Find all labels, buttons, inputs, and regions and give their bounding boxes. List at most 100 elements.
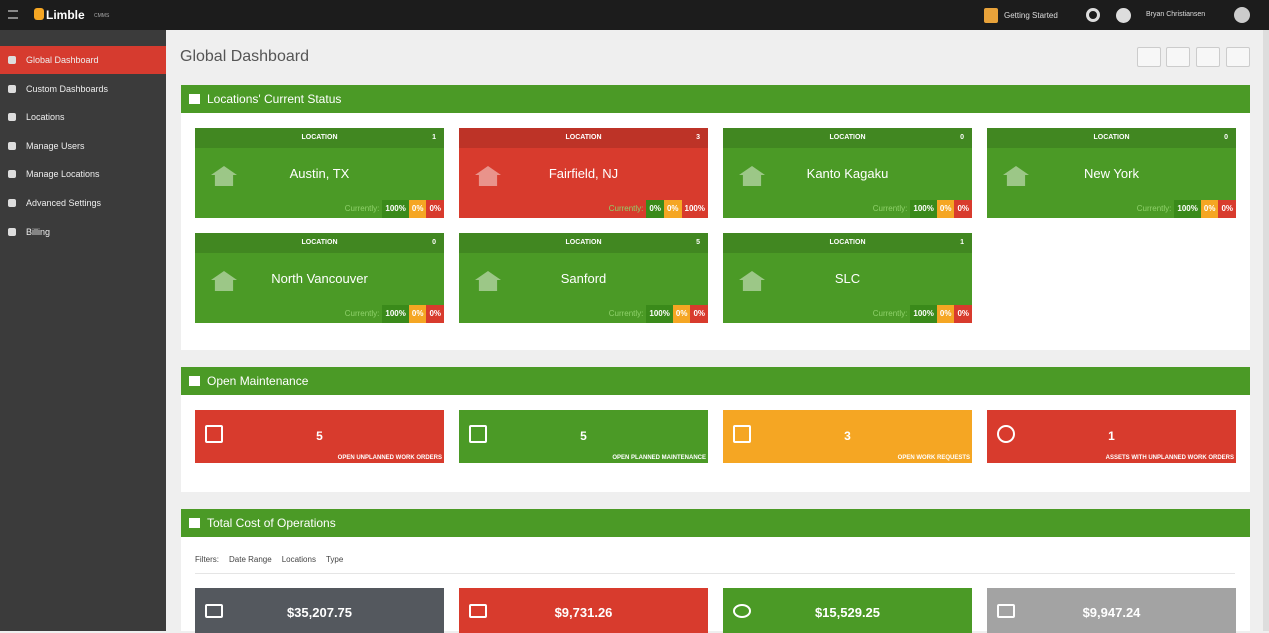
maintenance-tile[interactable]: 1 ASSETS WITH UNPLANNED WORK ORDERS [987,410,1236,463]
maintenance-tile[interactable]: 3 OPEN WORK REQUESTS [723,410,972,463]
cost-tile[interactable]: $9,947.24 [987,588,1236,633]
status-percent: 100% [646,305,673,323]
calendar-button[interactable] [1137,47,1161,67]
divider [195,573,1235,574]
card-footer: Currently: 100% 0% 0% [609,305,708,323]
sidebar-label: Locations [26,112,65,123]
section-header: Open Maintenance [181,367,1250,395]
filter-dropdown[interactable]: Date Range [229,555,272,564]
status-percent: 0% [1218,200,1236,218]
sidebar-label: Custom Dashboards [26,83,109,94]
cloud-button[interactable] [1226,47,1250,67]
status-percent: 0% [408,305,427,323]
location-card[interactable]: LOCATION 0 New York Currently: 100% 0% 0% [987,128,1236,218]
status-percent: 100% [382,305,409,323]
status-percent: 100% [681,200,708,218]
card-header-label: LOCATION [829,239,866,246]
card-count: 3 [696,134,700,141]
sidebar-icon [8,141,16,150]
filter-dropdown[interactable]: Locations [281,555,316,564]
sidebar-label: Manage Locations [26,169,100,180]
section-title: Total Cost of Operations [207,516,336,530]
house-icon [475,166,501,186]
currently-label: Currently: [344,309,380,318]
location-card[interactable]: LOCATION 0 North Vancouver Currently: 100% 0%… [195,233,444,323]
currently-label: Currently: [872,204,908,213]
card-count: 0 [1224,134,1228,141]
currently-label: Currently: [872,309,908,318]
status-percent: 0% [936,305,955,323]
help-icon[interactable] [1116,8,1131,23]
location-card[interactable]: LOCATION 1 SLC Currently: 100% 0% 0% [723,233,972,323]
sidebar-icon [8,113,16,122]
card-header: LOCATION 3 [459,128,708,148]
section-header: Locations' Current Status [181,85,1250,113]
sidebar-item[interactable]: Global Dashboard [0,46,166,74]
location-card[interactable]: LOCATION 0 Kanto Kagaku Currently: 100% 0% 0% [723,128,972,218]
card-count: 0 [960,134,964,141]
tile-label: ASSETS WITH UNPLANNED WORK ORDERS [1105,455,1234,461]
location-name: SLC [834,271,861,286]
house-icon [739,166,765,186]
user-name[interactable]: Bryan Christiansen [1146,11,1206,18]
status-percent: 0% [426,200,444,218]
cost-value: $9,731.26 [554,605,613,620]
tile-label: OPEN PLANNED MAINTENANCE [612,455,706,461]
brand-sub: CMMS [94,13,110,19]
sidebar-label: Manage Users [26,140,85,151]
house-icon [211,271,237,291]
card-footer: Currently: 100% 0% 0% [873,200,972,218]
filter-dropdown[interactable]: Type [325,555,344,564]
menu-toggle[interactable] [8,10,18,19]
tile-value: 5 [316,429,323,443]
card-footer: Currently: 0% 0% 100% [609,200,708,218]
section-icon [189,376,200,386]
sidebar-label: Global Dashboard [26,55,99,65]
tile-icon [205,425,223,443]
sidebar: Global Dashboard Custom Dashboards Locatio… [0,30,166,631]
sidebar-item[interactable]: Manage Locations [0,160,166,188]
card-count: 0 [432,239,436,246]
card-count: 5 [696,239,700,246]
location-card[interactable]: LOCATION 3 Fairfield, NJ Currently: 0% 0% 100% [459,128,708,218]
location-card[interactable]: LOCATION 5 Sanford Currently: 100% 0% 0% [459,233,708,323]
currently-label: Currently: [1136,204,1172,213]
card-header: LOCATION 0 [723,128,972,148]
sidebar-item[interactable]: Advanced Settings [0,189,166,217]
tile-value: 3 [844,429,851,443]
share-button[interactable] [1166,47,1190,67]
house-icon [211,166,237,186]
card-header-label: LOCATION [829,134,866,141]
tile-label: OPEN UNPLANNED WORK ORDERS [337,455,442,461]
sidebar-item[interactable]: Manage Users [0,132,166,160]
house-icon [739,271,765,291]
getting-started[interactable]: Getting Started [1004,11,1058,20]
refresh-icon[interactable] [1086,8,1100,22]
scrollbar[interactable] [1263,30,1269,631]
house-icon [475,271,501,291]
status-percent: 0% [954,305,972,323]
cost-tile[interactable]: $35,207.75 [195,588,444,633]
currently-label: Currently: [608,309,644,318]
location-name: Sanford [560,271,607,286]
cost-tile[interactable]: $15,529.25 [723,588,972,633]
card-header: LOCATION 1 [195,128,444,148]
card-header: LOCATION 0 [195,233,444,253]
sidebar-icon [8,227,16,236]
cost-tile[interactable]: $9,731.26 [459,588,708,633]
status-percent: 0% [426,305,444,323]
tile-icon [733,425,751,443]
user-avatar[interactable] [1234,7,1250,23]
settings-button[interactable] [1196,47,1220,67]
sidebar-item[interactable]: Locations [0,103,166,131]
location-card[interactable]: LOCATION 1 Austin, TX Currently: 100% 0% 0% [195,128,444,218]
maintenance-tile[interactable]: 5 OPEN PLANNED MAINTENANCE [459,410,708,463]
status-percent: 0% [646,200,664,218]
page-title: Global Dashboard [180,48,309,65]
status-percent: 100% [382,200,409,218]
maintenance-tile[interactable]: 5 OPEN UNPLANNED WORK ORDERS [195,410,444,463]
sidebar-icon [8,199,16,207]
sidebar-item[interactable]: Custom Dashboards [0,75,166,103]
sidebar-item[interactable]: Billing [0,218,166,246]
status-percent: 0% [690,305,708,323]
